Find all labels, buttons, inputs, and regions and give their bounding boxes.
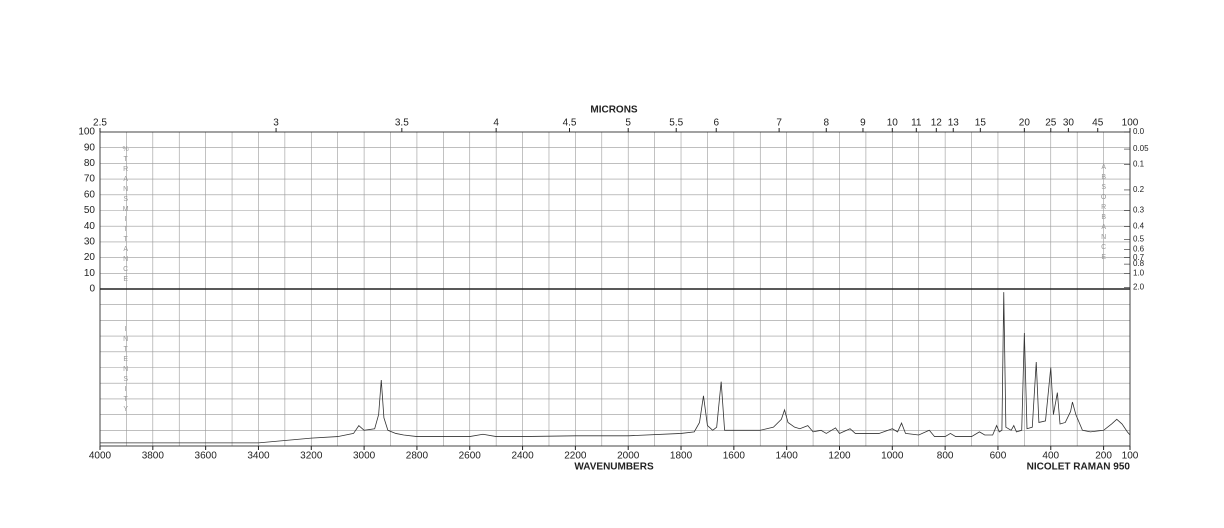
y2-tick-label: 0.2 (1133, 185, 1145, 194)
y2-tick-label: 0.0 (1133, 127, 1145, 136)
y2-tick-label: 0.1 (1133, 159, 1145, 168)
x-tick-label: 1400 (776, 451, 799, 462)
y2-tick-label: 0.05 (1133, 144, 1149, 153)
top-tick-label: 4 (493, 118, 499, 129)
top-tick-label: 45 (1092, 118, 1104, 129)
top-tick-label: 2.5 (93, 118, 107, 129)
top-tick-label: 12 (931, 118, 943, 129)
y2-tick-label: 1.0 (1133, 268, 1145, 277)
x-tick-label: 1800 (670, 451, 693, 462)
x-tick-label: 2400 (511, 451, 534, 462)
x-tick-label: 3200 (300, 451, 323, 462)
instrument-label: NICOLET RAMAN 950 (1027, 462, 1131, 473)
x-tick-label: 2200 (564, 451, 587, 462)
top-tick-label: 20 (1019, 118, 1031, 129)
x-tick-label: 100 (1122, 451, 1139, 462)
x-tick-label: 2600 (459, 451, 482, 462)
y2-tick-label: 0.3 (1133, 205, 1145, 214)
top-tick-label: 25 (1045, 118, 1057, 129)
y-tick-label: 10 (84, 268, 96, 279)
top-tick-label: 3 (273, 118, 279, 129)
top-tick-label: 8 (824, 118, 830, 129)
x-tick-label: 600 (990, 451, 1007, 462)
top-tick-label: 100 (1122, 118, 1139, 129)
top-tick-label: 15 (975, 118, 987, 129)
y-tick-label: 100 (78, 127, 95, 138)
x-tick-label: 3600 (195, 451, 218, 462)
lower-label: INTENSITY (122, 326, 129, 416)
spectrum-line (100, 292, 1131, 444)
x-tick-label: 1000 (881, 451, 904, 462)
top-tick-label: 13 (948, 118, 960, 129)
x-axis-label: WAVENUMBERS (574, 462, 654, 473)
y-tick-label: 30 (84, 237, 96, 248)
y-tick-label: 90 (84, 142, 96, 153)
top-tick-label: 9 (860, 118, 866, 129)
top-axis-label: MICRONS (590, 105, 638, 116)
y2-tick-label: 0.8 (1133, 259, 1145, 268)
top-tick-label: 4.5 (563, 118, 577, 129)
top-tick-label: 7 (776, 118, 782, 129)
x-tick-label: 4000 (89, 451, 112, 462)
top-tick-label: 5.5 (669, 118, 683, 129)
y-tick-label: 50 (84, 205, 96, 216)
y2-tick-label: 0.7 (1133, 253, 1145, 262)
x-tick-label: 400 (1042, 451, 1059, 462)
x-tick-label: 1200 (828, 451, 851, 462)
y2-tick-label: 0.4 (1133, 222, 1145, 231)
top-tick-label: 30 (1063, 118, 1075, 129)
top-tick-label: 3.5 (395, 118, 409, 129)
top-tick-label: 10 (887, 118, 899, 129)
y-tick-label: 0 (89, 284, 95, 295)
top-tick-label: 6 (713, 118, 719, 129)
x-tick-label: 3400 (247, 451, 270, 462)
y2-tick-label: 0.6 (1133, 245, 1145, 254)
top-tick-label: 5 (625, 118, 631, 129)
y-tick-label: 60 (84, 189, 96, 200)
x-tick-label: 800 (937, 451, 954, 462)
y2-tick-label: 2.0 (1133, 283, 1145, 292)
x-tick-label: 2000 (617, 451, 640, 462)
y-tick-label: 20 (84, 252, 96, 263)
y-axis-label: %TRANSMITTANCE (122, 146, 129, 286)
x-tick-label: 3800 (142, 451, 165, 462)
x-tick-label: 1600 (723, 451, 746, 462)
top-tick-label: 11 (911, 118, 922, 129)
x-tick-label: 200 (1095, 451, 1112, 462)
y-tick-label: 40 (84, 221, 96, 232)
y2-tick-label: 0.5 (1133, 234, 1145, 243)
y-tick-label: 70 (84, 174, 96, 185)
y-tick-label: 80 (84, 158, 96, 169)
x-tick-label: 2800 (406, 451, 429, 462)
x-tick-label: 3000 (353, 451, 376, 462)
